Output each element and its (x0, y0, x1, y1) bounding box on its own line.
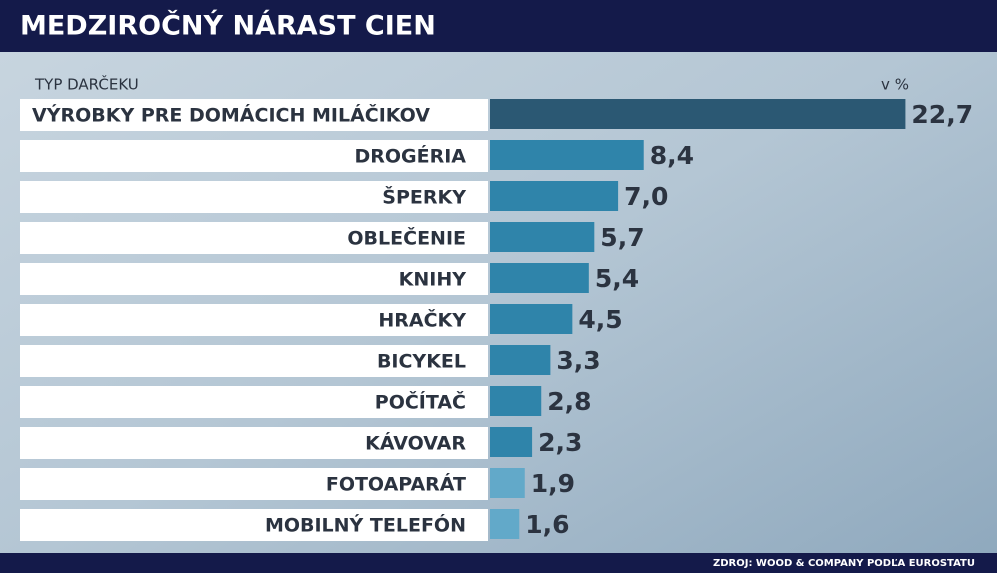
value-label: 5,7 (600, 223, 644, 252)
value-label: 1,9 (531, 469, 575, 498)
chart-title: MEDZIROČNÝ NÁRAST CIEN (20, 10, 436, 42)
bar (490, 345, 551, 375)
label-box (20, 427, 488, 459)
bar (490, 509, 520, 539)
label-box (20, 263, 488, 295)
category-label: KÁVOVAR (365, 432, 466, 455)
value-label: 22,7 (911, 100, 973, 129)
category-label: KNIHY (399, 269, 467, 291)
category-label: HRAČKY (378, 308, 466, 332)
label-box (20, 386, 488, 418)
value-label: 2,3 (538, 428, 582, 457)
label-box (20, 140, 488, 172)
label-box (20, 99, 488, 131)
bar (490, 140, 644, 170)
label-box (20, 345, 488, 377)
category-label: ŠPERKY (382, 185, 466, 209)
bar (490, 181, 619, 211)
category-label: VÝROBKY PRE DOMÁCICH MILÁČIKOV (32, 103, 430, 127)
label-box (20, 468, 488, 500)
bar (490, 263, 589, 293)
bar (490, 222, 595, 252)
bar (490, 427, 533, 457)
value-label: 8,4 (650, 141, 694, 170)
value-label: 1,6 (525, 510, 569, 539)
bar (490, 99, 906, 129)
value-label: 7,0 (624, 182, 668, 211)
category-label: OBLEČENIE (347, 226, 466, 250)
category-label: POČÍTAČ (375, 390, 466, 414)
label-box (20, 509, 488, 541)
bar (490, 304, 573, 334)
title-bar (0, 0, 997, 52)
footer-bar (0, 553, 997, 573)
category-label: BICYKEL (377, 351, 466, 373)
unit-label: v % (881, 76, 909, 94)
label-box (20, 181, 488, 213)
category-label: DROGÉRIA (354, 145, 466, 168)
value-label: 5,4 (595, 264, 639, 293)
label-box (20, 304, 488, 336)
value-label: 2,8 (547, 387, 591, 416)
value-label: 4,5 (578, 305, 622, 334)
category-label: FOTOAPARÁT (326, 473, 466, 496)
bar (490, 386, 542, 416)
axis-label: TYP DARČEKU (34, 75, 139, 94)
bar (490, 468, 525, 498)
value-label: 3,3 (556, 346, 600, 375)
label-box (20, 222, 488, 254)
source: ZDROJ: WOOD & COMPANY PODĽA EUROSTATU (713, 558, 975, 569)
category-label: MOBILNÝ TELEFÓN (265, 513, 466, 537)
